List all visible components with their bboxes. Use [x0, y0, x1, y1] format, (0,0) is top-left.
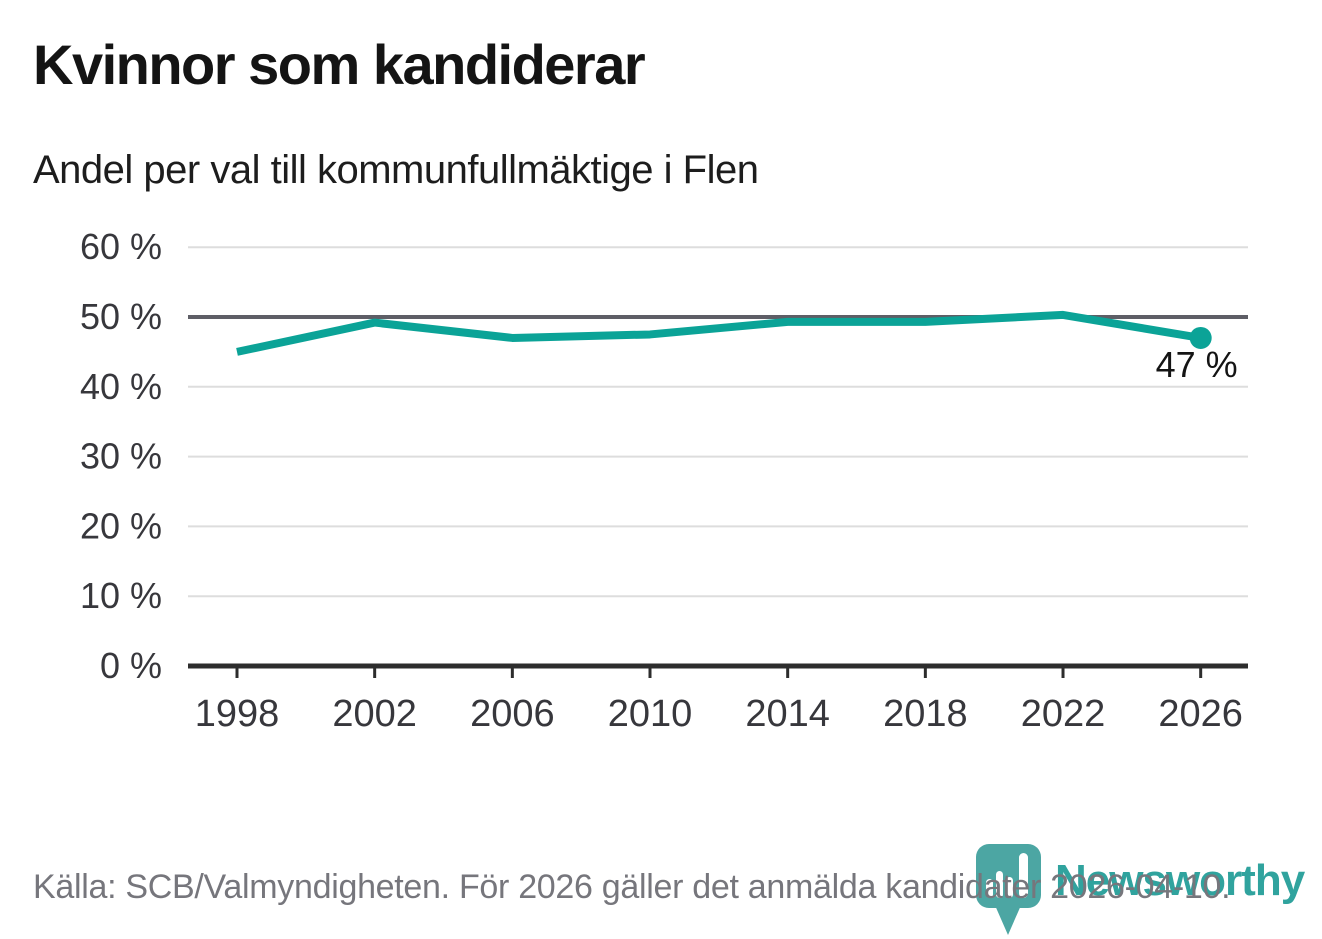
- series-end-label: 47 %: [1156, 344, 1238, 385]
- logo-bar-3: [1006, 877, 1013, 898]
- chart-subtitle: Andel per val till kommunfullmäktige i F…: [33, 148, 759, 192]
- y-tick-label-10: 10 %: [80, 575, 162, 616]
- source-note: Källa: SCB/Valmyndigheten. För 2026 gäll…: [33, 868, 1231, 906]
- newsworthy-logo: Newsworthy: [975, 843, 1305, 939]
- x-tick-label-2010: 2010: [608, 693, 693, 735]
- y-tick-label-50: 50 %: [80, 296, 162, 337]
- x-tick-label-2026: 2026: [1158, 693, 1243, 735]
- y-tick-label-20: 20 %: [80, 505, 162, 546]
- newsworthy-bubble-icon: [976, 844, 1041, 935]
- x-tick-label-2006: 2006: [470, 693, 555, 735]
- series-line: [236, 310, 1202, 356]
- series-end-dot: [1189, 326, 1212, 349]
- logo-bar-4: [1019, 853, 1028, 898]
- x-tick-label-2022: 2022: [1021, 693, 1106, 735]
- page-title: Kvinnor som kandiderar: [33, 33, 646, 96]
- logo-bubble-tail: [994, 903, 1022, 935]
- brand-name: Newsworthy: [1055, 856, 1305, 905]
- x-tick-label-1998: 1998: [195, 693, 280, 735]
- logo-bar-2: [996, 871, 1003, 898]
- logo-bar-1: [986, 879, 993, 898]
- y-tick-label-30: 30 %: [80, 436, 162, 477]
- x-tick-label-2002: 2002: [332, 693, 417, 735]
- x-tick-label-2018: 2018: [883, 693, 968, 735]
- x-tick-label-2014: 2014: [745, 693, 830, 735]
- y-tick-label-60: 60 %: [80, 226, 162, 267]
- y-tick-label-0: 0 %: [100, 645, 162, 686]
- y-tick-label-40: 40 %: [80, 366, 162, 407]
